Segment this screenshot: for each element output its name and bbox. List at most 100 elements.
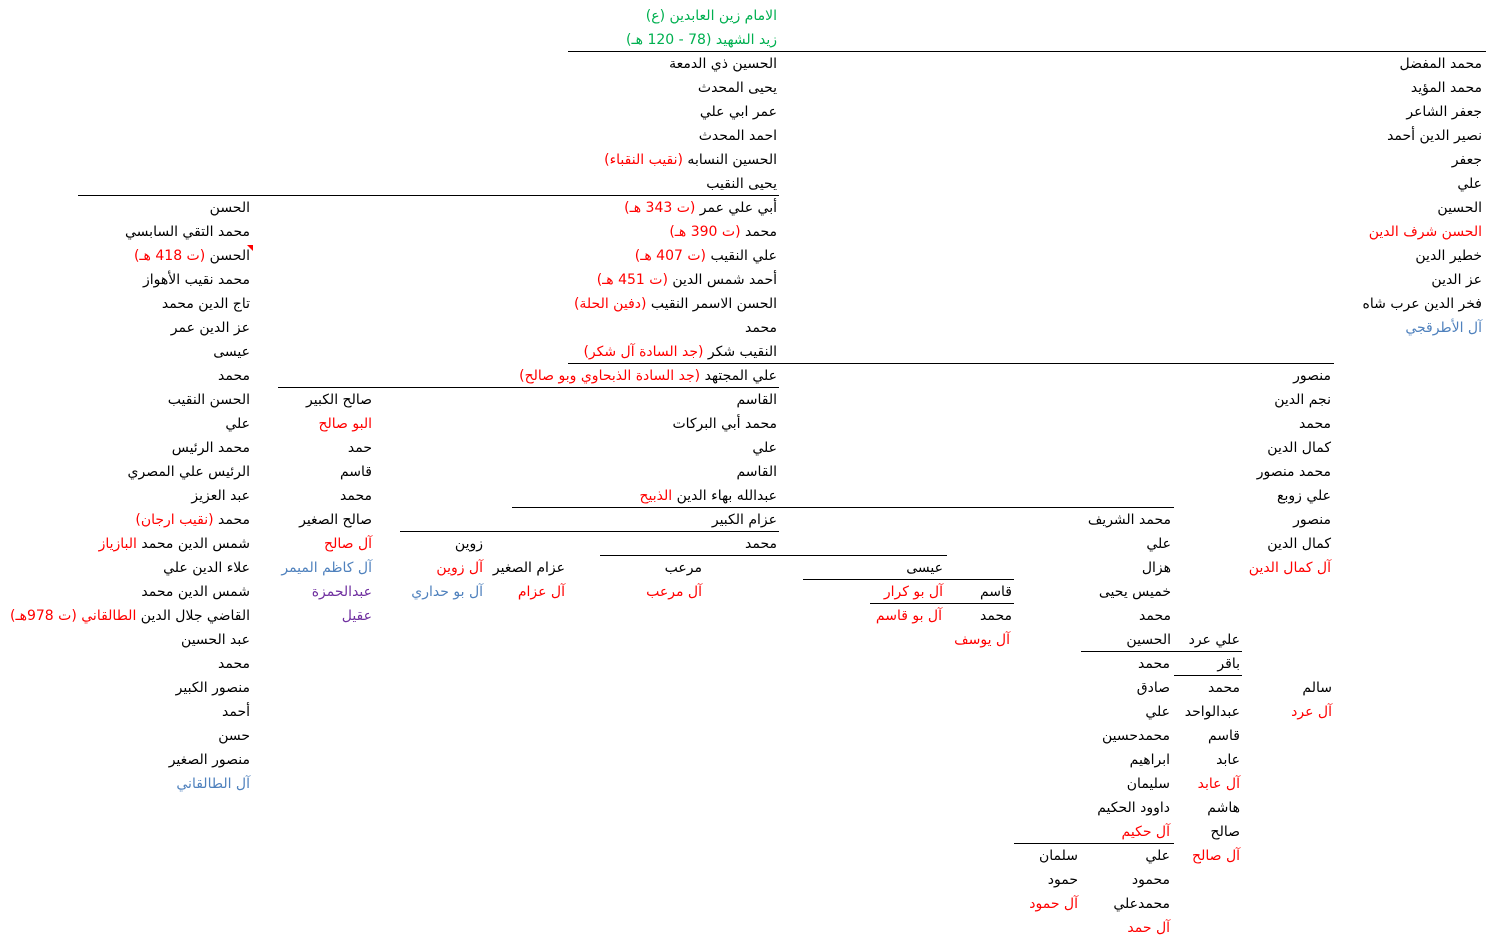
name-segment: علي <box>225 416 250 432</box>
connector-line <box>568 363 1334 364</box>
trunk-name: عزام الكبير <box>712 508 777 532</box>
name-segment: داوود الحكيم <box>1097 800 1170 816</box>
name-segment: أبي علي عمر <box>695 200 777 216</box>
name-segment: (ت 407 هـ) <box>634 248 706 264</box>
ali-ard-branch-name: هاشم <box>1207 796 1240 820</box>
name-segment: (جد السادة الذبحاوي وبو صالح) <box>519 368 701 384</box>
name-segment: عز الدين <box>1431 272 1482 288</box>
isa-branch-name: عيسى <box>906 556 943 580</box>
left-branch-name: عز الدين عمر <box>171 316 250 340</box>
name-segment: الحسن <box>209 200 250 216</box>
left-branch-name: الحسن (ت 418 هـ) <box>134 244 250 268</box>
trunk-name: يحيى المحدث <box>698 76 777 100</box>
name-segment: القاسم <box>736 464 777 480</box>
name-segment: الرئيس علي المصري <box>127 464 250 480</box>
right-branch-name: جعفر الشاعر <box>1406 100 1482 124</box>
name-segment: آل مرعب <box>646 584 702 600</box>
name-segment: (نقيب ارجان) <box>135 512 214 528</box>
saleh-branch-name: عبدالحمزة <box>312 580 372 604</box>
name-segment: هاشم <box>1207 800 1240 816</box>
left-branch-name: الرئيس علي المصري <box>128 460 250 484</box>
name-segment: محمد منصور <box>1256 464 1331 480</box>
connector-line <box>600 555 947 556</box>
name-segment: (ت 418 هـ) <box>133 248 206 264</box>
name-segment: محمد <box>1138 656 1170 672</box>
trunk-name: عمر ابي علي <box>700 100 777 124</box>
name-segment: آل كمال الدين <box>1248 560 1331 576</box>
name-segment: (جد السادة آل شكر) <box>583 344 704 360</box>
zawin-branch-name: آل بو حداري <box>411 580 483 604</box>
left-branch-name: منصور الصغير <box>169 748 250 772</box>
name-segment: ابراهيم <box>1129 752 1170 768</box>
left-branch-name: محمد التقي السابسي <box>125 220 250 244</box>
trunk-name: محمد <box>745 532 777 556</box>
left-branch-name: علاء الدين علي <box>163 556 250 580</box>
trunk-name: الحسين النسابه (نقيب النقباء) <box>604 148 777 172</box>
name-segment: محمد <box>218 656 250 672</box>
name-segment: عبد العزيز <box>191 488 250 504</box>
name-segment: محمد أبي البركات <box>672 416 777 432</box>
hakim-branch-name: ابراهيم <box>1130 748 1170 772</box>
name-segment: البازياز <box>98 536 137 552</box>
name-segment: محمد الرئيس <box>171 440 250 456</box>
qasim-branch-name: محمد <box>980 604 1012 628</box>
left-branch-name: عبد العزيز <box>191 484 250 508</box>
name-segment: محمد <box>1208 680 1240 696</box>
name-segment: قاسم <box>339 464 372 480</box>
name-segment: علي <box>1146 536 1171 552</box>
marab-branch-name: آل مرعب <box>646 580 702 604</box>
name-segment: علي المجتهد <box>700 368 777 384</box>
name-segment: آل صالح <box>324 536 372 552</box>
name-segment: كمال الدين <box>1267 536 1331 552</box>
name-segment: محمد <box>218 368 250 384</box>
zawin-branch-name: آل زوين <box>436 556 483 580</box>
marab-branch-name: مرعب <box>665 556 702 580</box>
name-segment: أحمد <box>222 704 250 720</box>
name-segment: علي <box>1457 176 1482 192</box>
name-segment: عابد <box>1216 752 1240 768</box>
salman-branch-name: حمود <box>1048 868 1078 892</box>
mansour-branch-name: محمد <box>1299 412 1331 436</box>
ali-ard-branch-name: آل عابد <box>1198 772 1240 796</box>
name-segment: الحسن النقيب <box>167 392 250 408</box>
trunk-name: النقيب شكر (جد السادة آل شكر) <box>583 340 777 364</box>
name-segment: فخر الدين عرب شاه <box>1362 296 1482 312</box>
saleh-branch-name: محمد <box>340 484 372 508</box>
sharif-branch-name: محمد الشريف <box>1088 508 1171 532</box>
name-segment: سالم <box>1302 680 1332 696</box>
name-segment: محمد نقيب الأهواز <box>143 272 250 288</box>
name-segment: الحسن <box>205 248 250 264</box>
abu-qasim-branch-name: آل بو قاسم <box>876 604 942 628</box>
name-segment: قاسم <box>1207 728 1240 744</box>
name-segment: احمد المحدث <box>698 128 777 144</box>
mansour-branch-name: كمال الدين <box>1267 436 1331 460</box>
trunk-name: أبي علي عمر (ت 343 هـ) <box>624 196 777 220</box>
name-segment: محمد <box>340 488 372 504</box>
name-segment: كمال الدين <box>1267 440 1331 456</box>
left-branch-name: أحمد <box>222 700 250 724</box>
connector-line <box>278 387 779 388</box>
name-segment: هزال <box>1141 560 1171 576</box>
name-segment: جعفر الشاعر <box>1406 104 1482 120</box>
saleh-branch-name: صالح الصغير <box>299 508 372 532</box>
name-segment: (ت 343 هـ) <box>624 200 696 216</box>
right-branch-name: خطير الدين <box>1415 244 1482 268</box>
name-segment: القاضي جلال الدين <box>136 608 250 624</box>
hakim-branch-name: داوود الحكيم <box>1097 796 1170 820</box>
hamd-branch-name: آل حمد <box>1127 916 1170 940</box>
connector-line <box>1014 843 1174 844</box>
salem-branch-name: سالم <box>1302 676 1332 700</box>
hakim-branch-name: آل حكيم <box>1122 820 1170 844</box>
name-segment: آل كاظم الميمر <box>281 560 372 576</box>
name-segment: سلمان <box>1038 848 1078 864</box>
name-segment: نصير الدين أحمد <box>1387 128 1482 144</box>
name-segment: الامام زين العابدين (ع) <box>645 8 777 24</box>
right-branch-name: نصير الدين أحمد <box>1387 124 1482 148</box>
name-segment: محمد التقي السابسي <box>125 224 250 240</box>
trunk-name: القاسم <box>736 460 777 484</box>
name-segment: آل حمود <box>1029 896 1078 912</box>
mansour-branch-name: علي زوبع <box>1277 484 1331 508</box>
left-branch-name: عيسى <box>213 340 250 364</box>
name-segment: محمد <box>980 608 1012 624</box>
name-segment: علاء الدين علي <box>163 560 250 576</box>
